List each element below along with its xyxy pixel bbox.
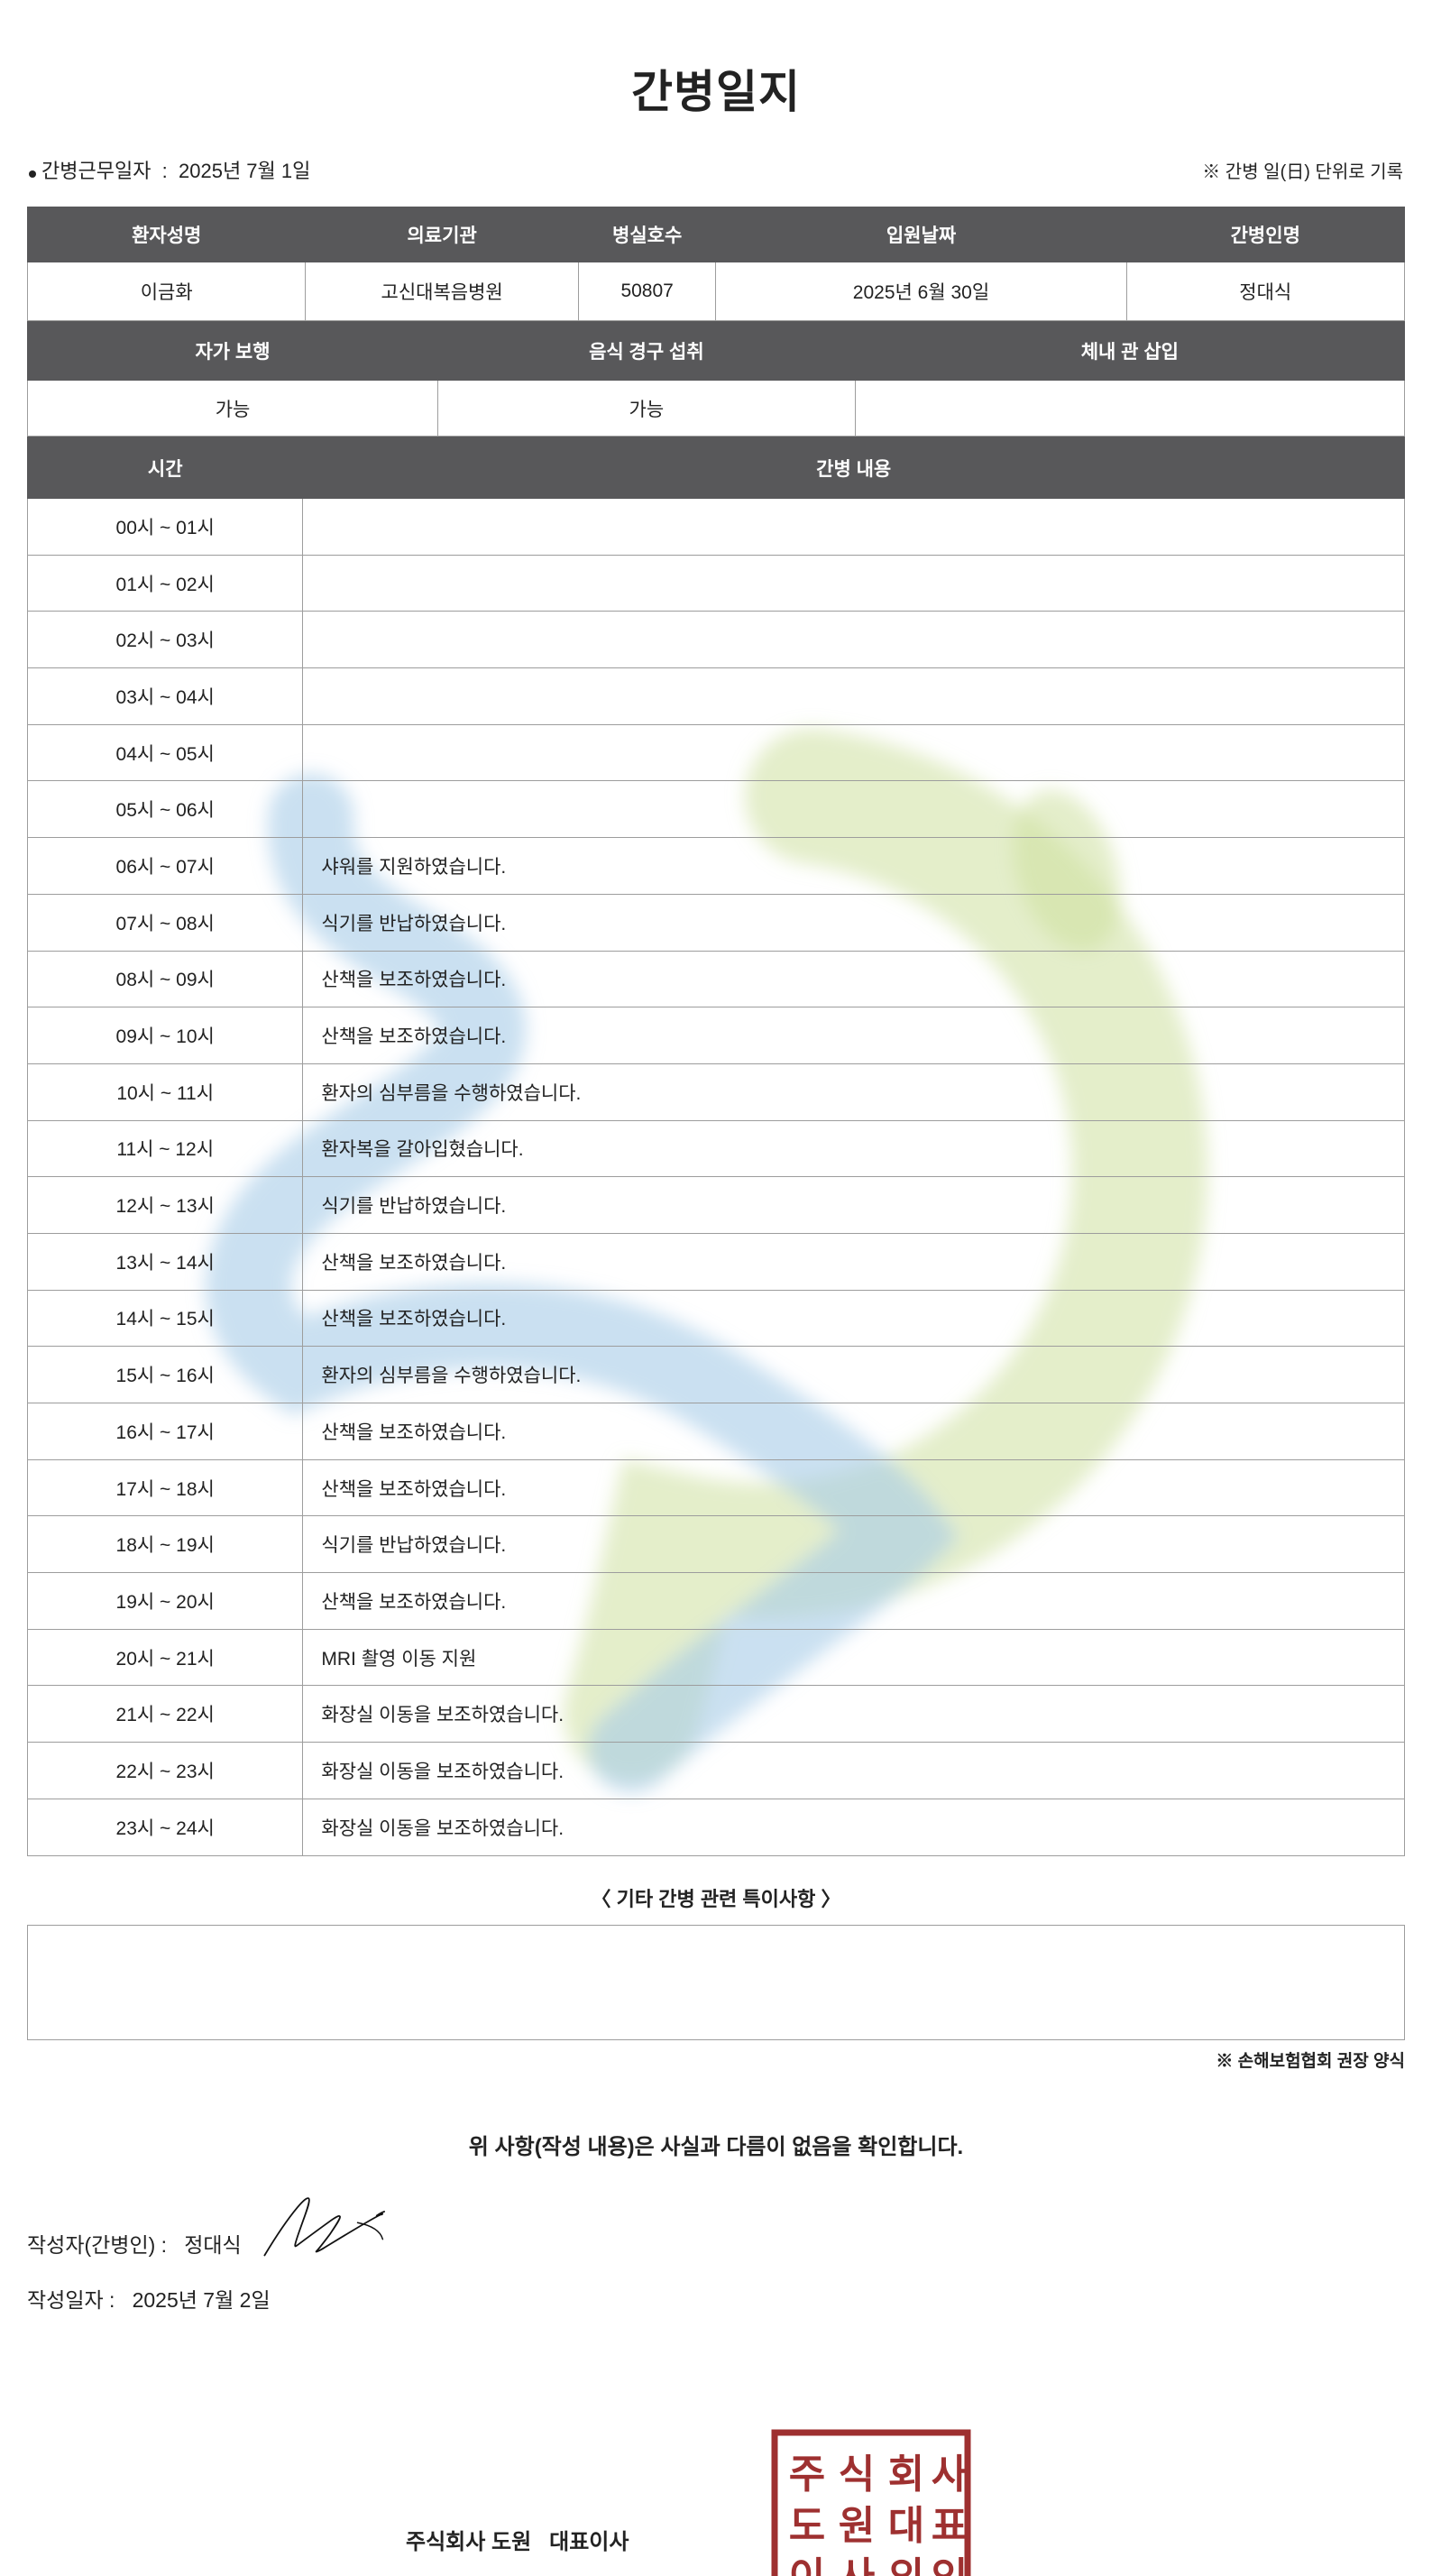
svg-text:원: 원	[839, 2504, 875, 2548]
svg-text:인: 인	[932, 2555, 968, 2576]
svg-text:대: 대	[888, 2504, 924, 2548]
svg-text:의: 의	[888, 2555, 924, 2576]
svg-text:표: 표	[932, 2504, 968, 2548]
svg-text:주: 주	[789, 2452, 825, 2497]
svg-text:식: 식	[839, 2452, 875, 2497]
svg-text:이: 이	[789, 2555, 825, 2576]
svg-text:도: 도	[789, 2504, 825, 2548]
svg-text:회: 회	[888, 2452, 924, 2497]
svg-text:사: 사	[932, 2452, 968, 2497]
svg-text:사: 사	[839, 2555, 875, 2576]
